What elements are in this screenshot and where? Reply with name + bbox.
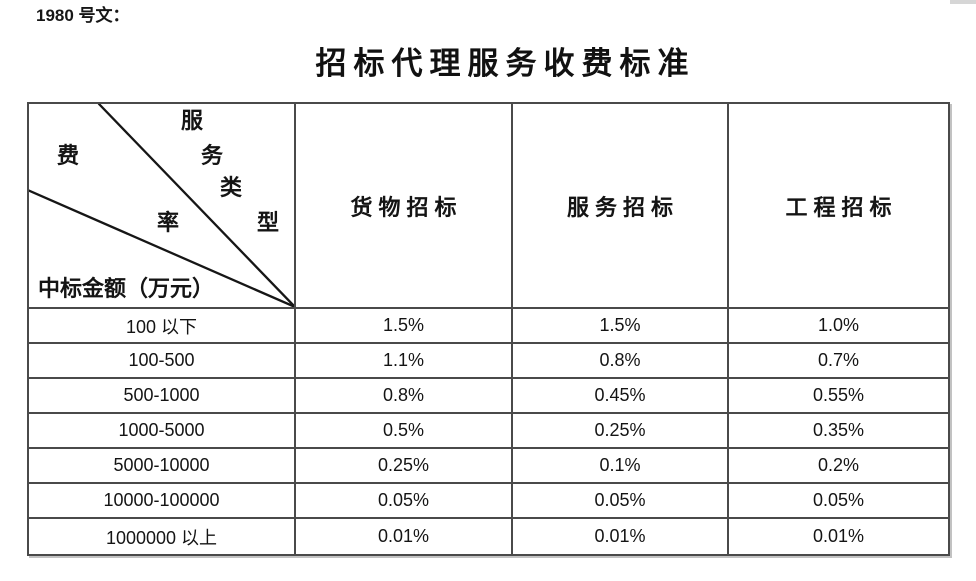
rate-cell: 0.8%: [513, 344, 729, 379]
fee-standard-table: 服 务 类 型 费 率 中标金额（万元） 货物招标 服务招标 工程招标 100 …: [27, 102, 950, 556]
rate-cell: 0.01%: [296, 519, 513, 554]
rate-cell: 0.8%: [296, 379, 513, 414]
diagonal-header-cell: 服 务 类 型 费 率 中标金额（万元）: [29, 104, 296, 309]
amount-cell: 10000-100000: [29, 484, 296, 519]
rate-cell: 1.0%: [729, 309, 948, 344]
amount-cell: 100 以下: [29, 309, 296, 344]
rate-cell: 0.1%: [513, 449, 729, 484]
rate-cell: 0.25%: [296, 449, 513, 484]
rate-cell: 0.45%: [513, 379, 729, 414]
rate-cell: 1.5%: [296, 309, 513, 344]
rate-cell: 0.5%: [296, 414, 513, 449]
rate-cell: 0.35%: [729, 414, 948, 449]
page-title: 招标代理服务收费标准: [315, 46, 696, 81]
rate-cell: 0.25%: [513, 414, 729, 449]
amount-cell: 1000-5000: [29, 414, 296, 449]
fee-rate-char-1: 费: [57, 143, 80, 168]
page-edge-artifact: [950, 0, 976, 4]
rate-cell: 0.05%: [729, 484, 948, 519]
rate-cell: 0.01%: [812, 526, 865, 546]
service-type-char-4: 型: [257, 210, 280, 235]
rate-cell: 0.55%: [729, 379, 948, 414]
column-header-services: 服务招标: [513, 104, 729, 309]
amount-cell: 500-1000: [29, 379, 296, 414]
diagonal-divider-lines: [29, 104, 294, 307]
rate-cell: 0.2%: [729, 449, 948, 484]
rate-cell: 0.05%: [296, 484, 513, 519]
service-type-char-3: 类: [220, 175, 243, 200]
rate-cell: 1.5%: [513, 309, 729, 344]
service-type-char-1: 服: [181, 108, 204, 133]
rate-cell: 1.1%: [296, 344, 513, 379]
amount-cell: 100-500: [29, 344, 296, 379]
rate-cell: 0.01%: [513, 519, 729, 554]
fee-rate-char-2: 率: [157, 210, 180, 235]
column-header-works: 工程招标: [729, 104, 948, 309]
column-header-goods: 货物招标: [296, 104, 513, 309]
rate-cell: 0.05%: [513, 484, 729, 519]
service-type-char-2: 务: [201, 143, 224, 168]
doc-number-label: 1980 号文：: [36, 6, 130, 25]
amount-axis-label: 中标金额（万元）: [38, 276, 215, 301]
amount-cell: 1000000 以上: [29, 519, 296, 554]
rate-cell: 0.7%: [729, 344, 948, 379]
amount-cell: 5000-10000: [29, 449, 296, 484]
